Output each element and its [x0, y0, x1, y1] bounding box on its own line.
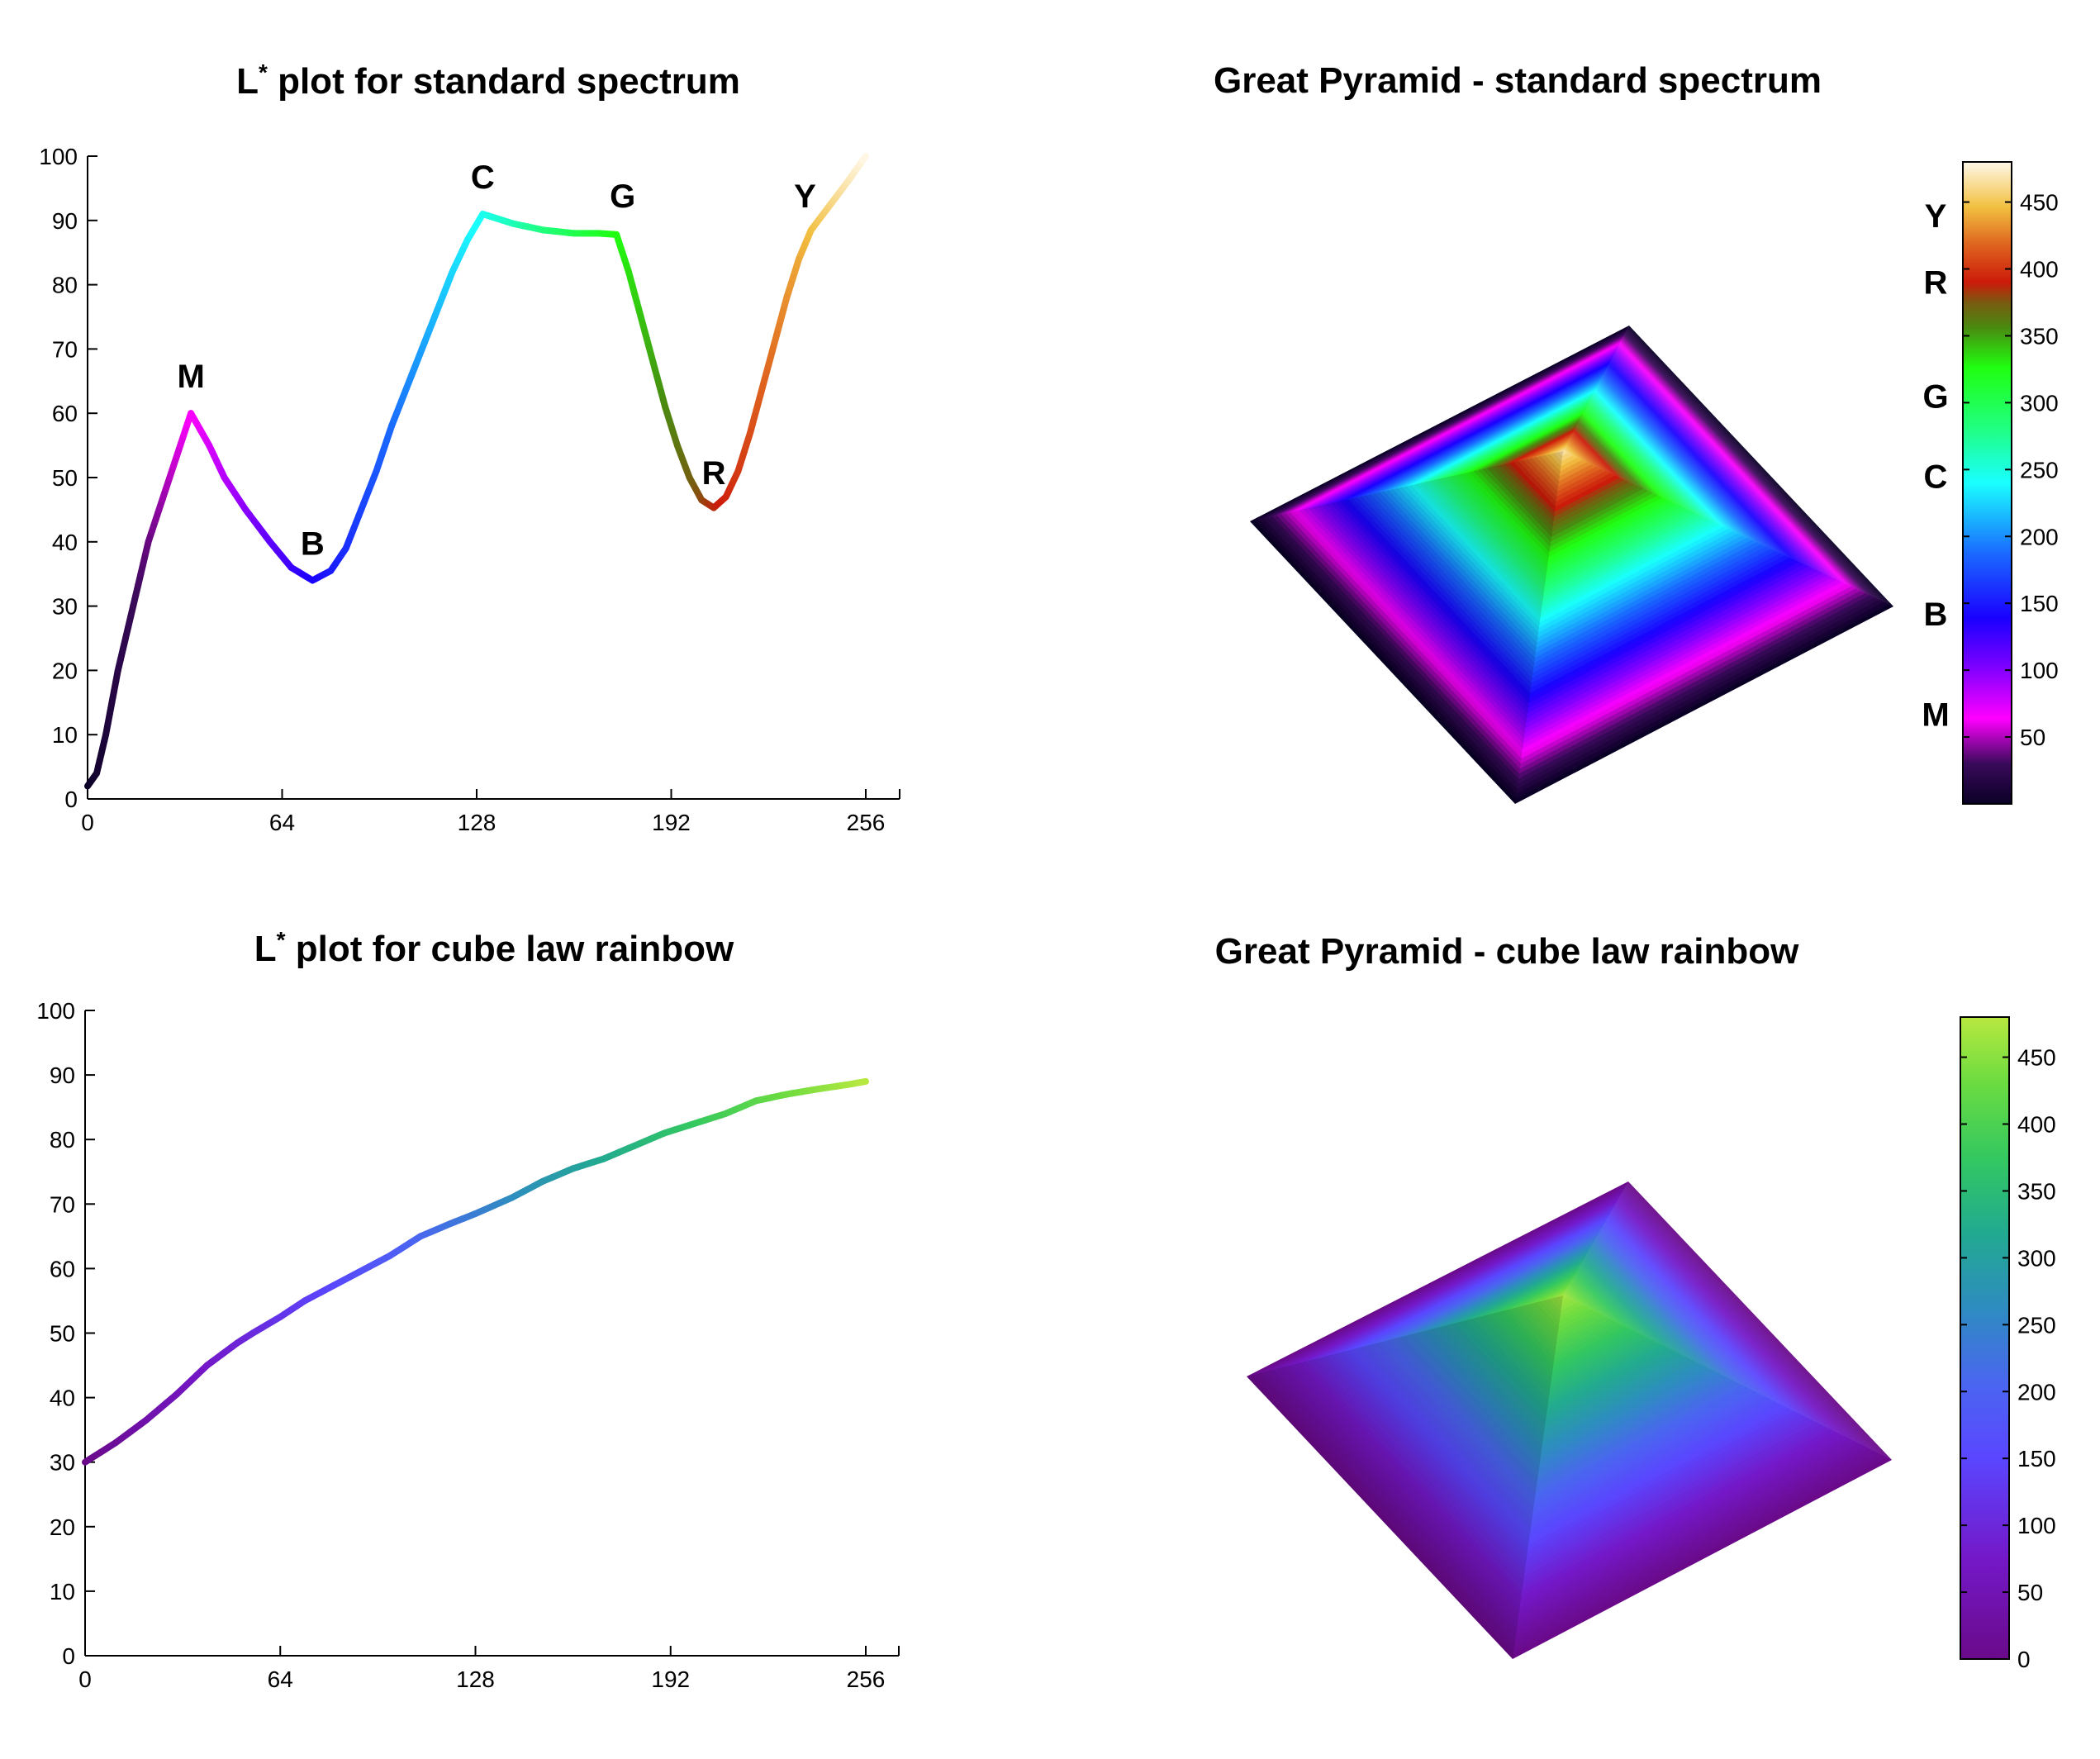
colorbar-letter-label: C: [1924, 459, 1948, 495]
colorbar-tick-label: 450: [2020, 190, 2059, 216]
colorbar: [1960, 1016, 2010, 1660]
y-tick-label: 40: [52, 530, 78, 555]
colorbar-tick-label: 300: [2017, 1245, 2056, 1271]
y-tick-label: 50: [52, 465, 78, 491]
colorbar-tick-label: 0: [2017, 1647, 2031, 1672]
y-tick-label: 60: [52, 401, 78, 426]
colorbar-tick-label: 350: [2017, 1178, 2056, 1204]
colorbar-tick-label: 100: [2020, 658, 2059, 683]
colorbar-letter-label: R: [1924, 265, 1948, 302]
lstar-plot-standard-spectrum: L* plot for standard spectrum 0 64 128 192 2…: [39, 59, 900, 835]
x-tick-label: 256: [847, 1666, 886, 1692]
colorbar-tick-label: 400: [2017, 1112, 2056, 1138]
annotation-label: R: [702, 455, 726, 492]
x-tick-label: 192: [652, 810, 691, 835]
colorbar-letter-label: G: [1922, 378, 1948, 415]
colorbar-tick-label: 250: [2020, 457, 2059, 483]
colorbar-tick-label: 50: [2017, 1580, 2043, 1605]
lstar-plot-cube-law-rainbow: L* plot for cube law rainbow 0 64 128 192 25…: [36, 927, 900, 1692]
y-tick-label: 10: [52, 722, 78, 748]
pyramid-standard-spectrum: Great Pyramid - standard spectrum 50 100 1…: [1214, 60, 2059, 805]
chart-title: L* plot for cube law rainbow: [254, 927, 734, 969]
colorbar-tick-label: 150: [2020, 591, 2059, 616]
y-tick-label: 20: [50, 1514, 75, 1540]
annotation-label: M: [177, 359, 204, 395]
pyramid-face-highlight: [1563, 326, 1893, 606]
colorbar-tick-label: 200: [2017, 1379, 2056, 1405]
x-tick-label: 128: [458, 810, 496, 835]
y-tick-label: 20: [52, 658, 78, 683]
x-tick-label: 64: [269, 810, 295, 835]
annotation-label: C: [471, 159, 495, 196]
pyramid-face-highlight: [1563, 1181, 1892, 1460]
colorbar-tick-label: 450: [2017, 1045, 2056, 1071]
colorbar-tick-label: 150: [2017, 1446, 2056, 1471]
y-tick-label: 90: [52, 208, 78, 234]
y-tick-label: 100: [36, 998, 75, 1024]
colorbar-tick-label: 250: [2017, 1312, 2056, 1338]
x-tick-label: 0: [81, 810, 94, 835]
pyramid-face-shade: [1247, 1295, 1563, 1659]
x-tick-label: 192: [651, 1666, 690, 1692]
pyramid-level: [1558, 449, 1568, 457]
x-tick-label: 128: [456, 1666, 495, 1692]
colorbar-tick-label: 400: [2020, 257, 2059, 283]
x-tick-label: 64: [268, 1666, 293, 1692]
colorbar-letter-label: M: [1922, 697, 1949, 734]
data-line-segment: [859, 153, 869, 164]
y-tick-label: 90: [50, 1063, 75, 1088]
y-tick-label: 10: [50, 1579, 75, 1604]
y-tick-label: 80: [52, 273, 78, 298]
pyramid-level: [1558, 1294, 1568, 1301]
annotation-label: G: [610, 178, 635, 215]
y-tick-label: 70: [50, 1191, 75, 1217]
y-tick-label: 40: [50, 1386, 75, 1411]
y-tick-label: 50: [50, 1321, 75, 1347]
y-tick-label: 30: [50, 1450, 75, 1476]
colorbar-tick-label: 350: [2020, 323, 2059, 349]
colorbar-tick-label: 200: [2020, 524, 2059, 549]
y-tick-label: 70: [52, 336, 78, 362]
colorbar: [1962, 161, 2012, 805]
y-tick-label: 30: [52, 594, 78, 620]
colorbar-tick-label: 50: [2020, 725, 2045, 750]
x-tick-label: 0: [78, 1666, 92, 1692]
chart-title: Great Pyramid - standard spectrum: [1214, 60, 1822, 101]
y-tick-label: 0: [62, 1643, 75, 1669]
pyramid-cube-law-rainbow: Great Pyramid - cube law rainbow 0 50 100 1…: [1215, 931, 2056, 1672]
annotation-label: B: [301, 525, 325, 562]
annotation-label: Y: [794, 178, 816, 215]
pyramid-face-shade: [1250, 451, 1563, 804]
colorbar-letter-label: Y: [1925, 198, 1947, 235]
chart-title: L* plot for standard spectrum: [236, 59, 740, 102]
x-tick-label: 256: [847, 810, 886, 835]
colorbar-letter-label: B: [1924, 597, 1948, 633]
colorbar-tick-label: 300: [2020, 390, 2059, 416]
y-tick-label: 80: [50, 1127, 75, 1153]
y-tick-label: 100: [39, 144, 78, 169]
colorbar-tick-label: 100: [2017, 1513, 2056, 1538]
y-tick-label: 0: [64, 787, 78, 812]
chart-title: Great Pyramid - cube law rainbow: [1215, 931, 1799, 972]
y-tick-label: 60: [50, 1256, 75, 1281]
